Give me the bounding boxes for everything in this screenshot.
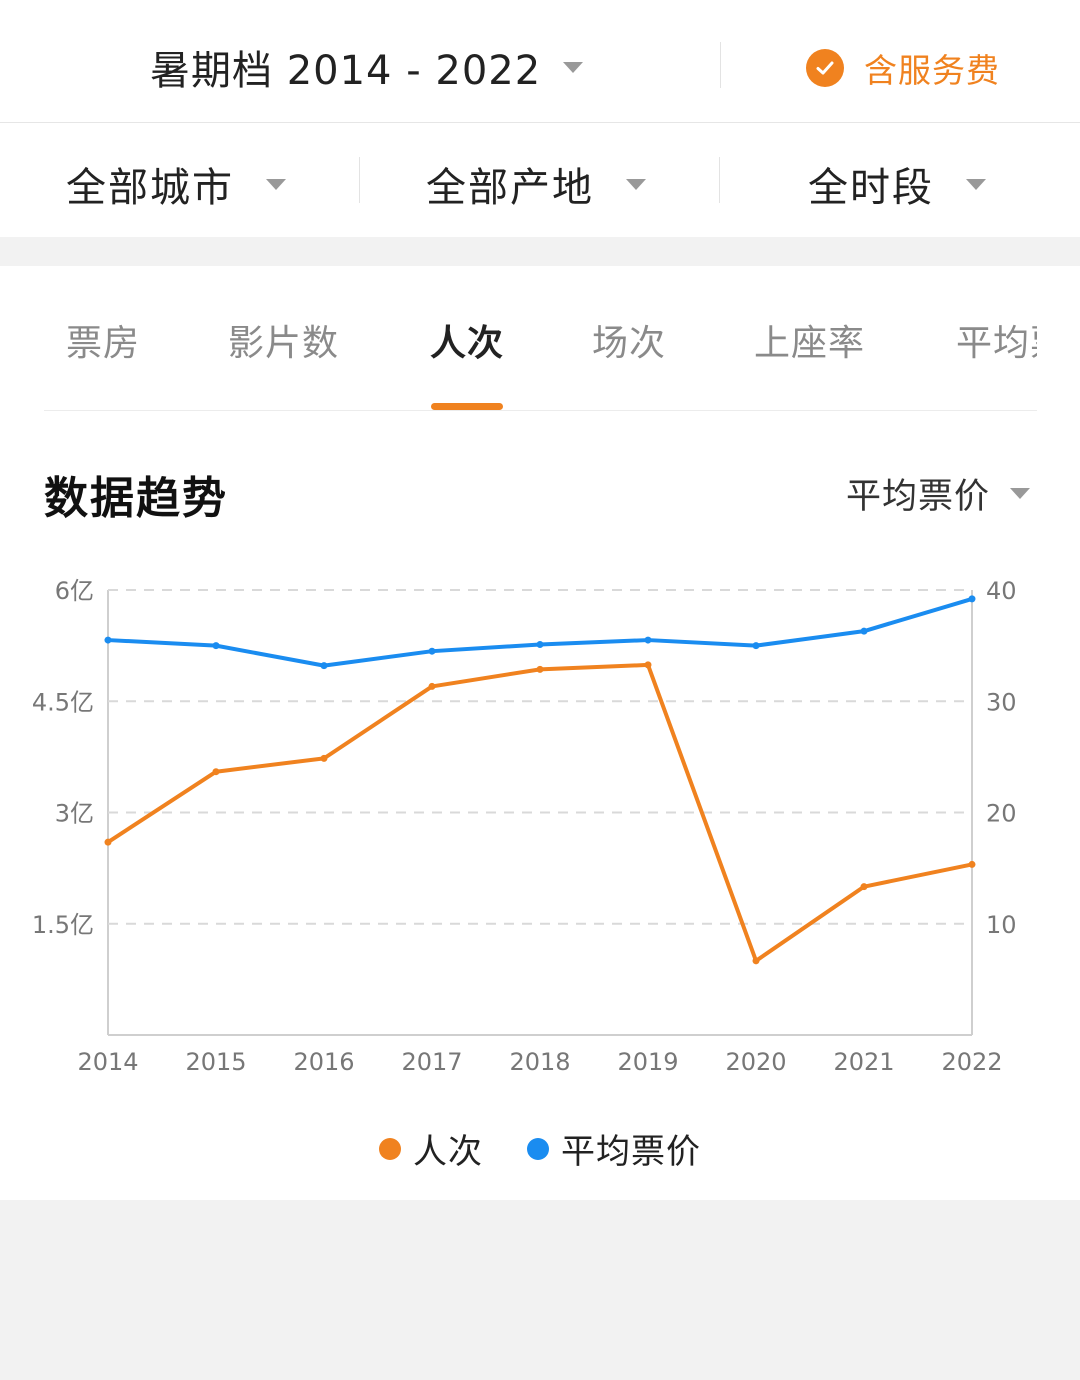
data-point — [428, 682, 436, 690]
y-tick-label-right: 20 — [986, 800, 1017, 828]
active-tab-indicator — [431, 403, 503, 410]
legend-item-admissions[interactable]: 人次 — [379, 1124, 483, 1173]
service-fee-label: 含服务费 — [864, 51, 1000, 90]
time-filter-label: 全时段 — [808, 165, 934, 211]
time-filter[interactable]: 全时段 — [808, 155, 986, 213]
series-line-avg-price — [106, 596, 974, 668]
tab-avg-price[interactable]: 平均票价 — [956, 323, 1037, 364]
data-point — [968, 860, 976, 868]
data-point — [104, 636, 112, 644]
chevron-down-icon — [1010, 488, 1031, 499]
data-point — [320, 662, 328, 670]
data-point — [752, 957, 760, 965]
service-fee-toggle[interactable]: 含服务费 — [806, 44, 1000, 92]
chevron-down-icon — [563, 61, 584, 73]
filter-bar: 全部城市 全部产地 全时段 — [0, 123, 1080, 237]
trend-chart: 1.5亿 3亿 4.5亿 6亿 10 20 30 40 2014 2015 2016 2017 2018… — [32, 577, 1017, 1076]
divider — [359, 157, 360, 203]
legend-label: 人次 — [413, 1132, 483, 1172]
data-point — [320, 754, 328, 762]
check-circle-icon — [806, 49, 844, 87]
x-tick-label: 2016 — [293, 1048, 354, 1076]
chart-legend: 人次 平均票价 — [0, 1124, 1080, 1173]
data-point — [644, 636, 652, 644]
tab-film-count[interactable]: 影片数 — [228, 323, 340, 364]
x-tick-label: 2017 — [401, 1048, 462, 1076]
city-filter-label: 全部城市 — [66, 165, 234, 211]
chevron-down-icon — [626, 178, 646, 190]
data-point — [536, 641, 544, 649]
top-bar: 暑期档 2014 - 2022 含服务费 — [0, 0, 1080, 123]
chevron-down-icon — [266, 178, 286, 190]
x-tick-label: 2020 — [725, 1048, 786, 1076]
stats-card: 票房 影片数 人次 场次 上座率 平均票价 数据趋势 平均票价 — [0, 266, 1080, 1200]
tab-box-office[interactable]: 票房 — [66, 323, 141, 364]
y-tick-label-left: 6亿 — [55, 577, 94, 605]
season-label: 暑期档 2014 - 2022 — [150, 48, 542, 94]
legend-label: 平均票价 — [561, 1132, 701, 1172]
divider — [719, 157, 720, 203]
data-point — [428, 647, 436, 655]
y-tick-label-left: 4.5亿 — [32, 688, 94, 716]
data-point — [536, 665, 544, 673]
metric-selector-label: 平均票价 — [846, 477, 991, 517]
x-tick-label: 2022 — [941, 1048, 1002, 1076]
x-tick-label: 2021 — [833, 1048, 894, 1076]
tab-occupancy[interactable]: 上座率 — [754, 323, 866, 364]
legend-item-avg-price[interactable]: 平均票价 — [527, 1124, 701, 1173]
origin-filter-label: 全部产地 — [426, 165, 594, 211]
x-tick-label: 2015 — [185, 1048, 246, 1076]
x-tick-label: 2014 — [77, 1048, 138, 1076]
metric-tabs: 票房 影片数 人次 场次 上座率 平均票价 — [44, 266, 1037, 411]
y-tick-label-right: 40 — [986, 577, 1017, 605]
legend-dot-blue — [527, 1137, 549, 1160]
legend-dot-orange — [379, 1137, 401, 1160]
chevron-down-icon — [966, 178, 986, 190]
tab-screenings[interactable]: 场次 — [592, 323, 667, 364]
data-point — [644, 661, 652, 669]
data-point — [212, 642, 220, 650]
data-point — [968, 595, 976, 603]
data-point — [860, 627, 868, 635]
x-tick-label: 2018 — [509, 1048, 570, 1076]
origin-filter[interactable]: 全部产地 — [426, 155, 646, 213]
x-tick-label: 2019 — [617, 1048, 678, 1076]
section-title: 数据趋势 — [44, 473, 228, 524]
y-tick-label-left: 1.5亿 — [32, 911, 94, 939]
tab-admissions[interactable]: 人次 — [430, 323, 505, 364]
season-selector[interactable]: 暑期档 2014 - 2022 — [150, 38, 584, 96]
data-point — [752, 642, 760, 650]
metric-selector[interactable]: 平均票价 — [846, 468, 1031, 519]
data-point — [860, 883, 868, 891]
y-tick-label-right: 10 — [986, 911, 1017, 939]
divider — [720, 42, 721, 88]
y-tick-label-left: 3亿 — [55, 800, 94, 828]
data-point — [104, 838, 112, 846]
data-point — [212, 768, 220, 776]
city-filter[interactable]: 全部城市 — [66, 155, 286, 213]
y-tick-label-right: 30 — [986, 688, 1017, 716]
